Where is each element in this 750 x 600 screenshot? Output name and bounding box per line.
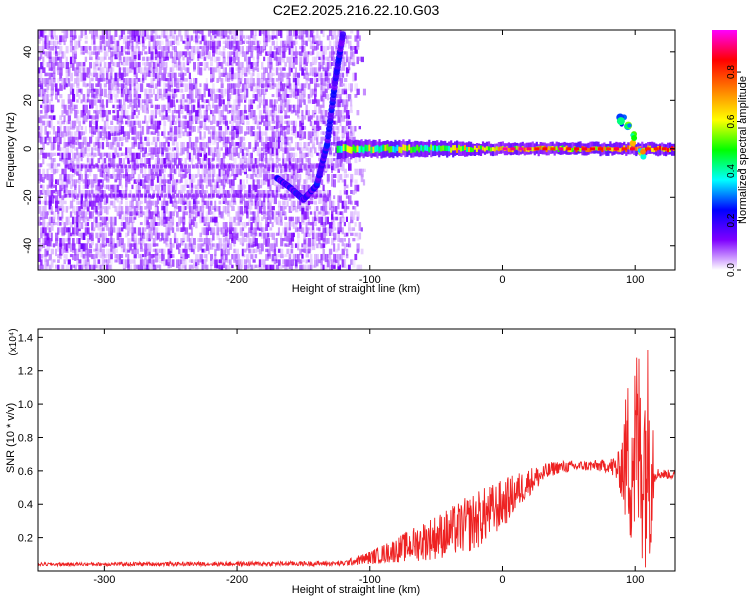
snr-y-tick-label: 1.0 xyxy=(18,399,33,411)
snr-y-ticks: 0.2 0.4 0.6 0.8 1.0 1.2 1.4 xyxy=(18,332,675,545)
carrier-line xyxy=(336,139,675,160)
spectrogram-y-tick-label: -20 xyxy=(22,189,34,205)
colorbar-gradient xyxy=(712,30,737,270)
spectrogram-x-tick-label: 0 xyxy=(499,274,505,286)
snr-x-tick-label: 100 xyxy=(626,574,644,586)
colorbar-ticks: 0.0 0.2 0.4 0.6 0.8 xyxy=(726,65,741,277)
snr-y-tick-label: 0.8 xyxy=(18,432,33,444)
spike-region xyxy=(616,113,647,160)
snr-line xyxy=(38,349,675,568)
snr-x-ticks: -300 -200 -100 0 100 xyxy=(93,329,644,586)
snr-y-tick-label: 0.6 xyxy=(18,466,33,478)
noise-region xyxy=(38,30,366,270)
snr-x-tick-label: -100 xyxy=(359,574,381,586)
colorbar-label: Normalized spectral amplitude xyxy=(737,76,749,224)
spectrogram-heatmap xyxy=(38,30,675,270)
colorbar-tick-label: 0.2 xyxy=(726,213,737,227)
colorbar-tick-label: 0.6 xyxy=(726,114,737,128)
snr-x-tick-label: -200 xyxy=(226,574,248,586)
snr-frame xyxy=(37,328,676,572)
spectrogram-x-tick-label: -100 xyxy=(359,274,381,286)
spectrogram-x-tick-label: -300 xyxy=(93,274,115,286)
spectrogram-y-ticks: -40 -20 0 20 40 xyxy=(22,46,675,254)
snr-y-tick-label: 1.4 xyxy=(18,332,33,344)
snr-y-tick-label: 1.2 xyxy=(18,366,33,378)
snr-series xyxy=(38,349,675,568)
colorbar: 0.0 0.2 0.4 0.6 0.8 Normalized spectral ampl… xyxy=(712,30,749,277)
spectrogram-x-tick-label: 100 xyxy=(626,274,644,286)
colorbar-tick-label: 0.0 xyxy=(726,263,737,277)
colorbar-tick-label: 0.8 xyxy=(726,65,737,79)
spectrogram-y-tick-label: 20 xyxy=(22,94,34,106)
spectrogram-y-tick-label: 0 xyxy=(22,146,34,152)
snr-x-tick-label: -300 xyxy=(93,574,115,586)
colorbar-tick-label: 0.4 xyxy=(726,164,737,178)
spectrogram-x-axis-label: Height of straight line (km) xyxy=(292,283,420,295)
snr-y-axis-label: SNR (10 * v/v) xyxy=(5,403,17,473)
spectrogram-y-axis-label: Frequency (Hz) xyxy=(5,112,17,188)
chart-title: C2E2.2025.216.22.10.G03 xyxy=(272,2,440,18)
spectrogram-y-tick-label: 40 xyxy=(22,46,34,58)
snr-y-tick-label: 0.4 xyxy=(18,499,33,511)
snr-x-tick-label: 0 xyxy=(499,574,505,586)
spectrogram-x-ticks: -300 -200 -100 0 100 xyxy=(93,30,644,286)
snr-panel: -300 -200 -100 0 100 0.2 0.4 0.6 0.8 1.0 1.2 1.4 H… xyxy=(5,328,676,596)
snr-y-scale-note: (x10⁴) xyxy=(8,328,19,355)
snr-y-tick-label: 0.2 xyxy=(18,533,33,545)
spectrogram-y-tick-label: -40 xyxy=(22,238,34,254)
signal-trace xyxy=(273,31,347,203)
spectrogram-frame xyxy=(37,29,676,271)
snr-x-axis-label: Height of straight line (km) xyxy=(292,584,420,596)
spectrogram-x-tick-label: -200 xyxy=(226,274,248,286)
